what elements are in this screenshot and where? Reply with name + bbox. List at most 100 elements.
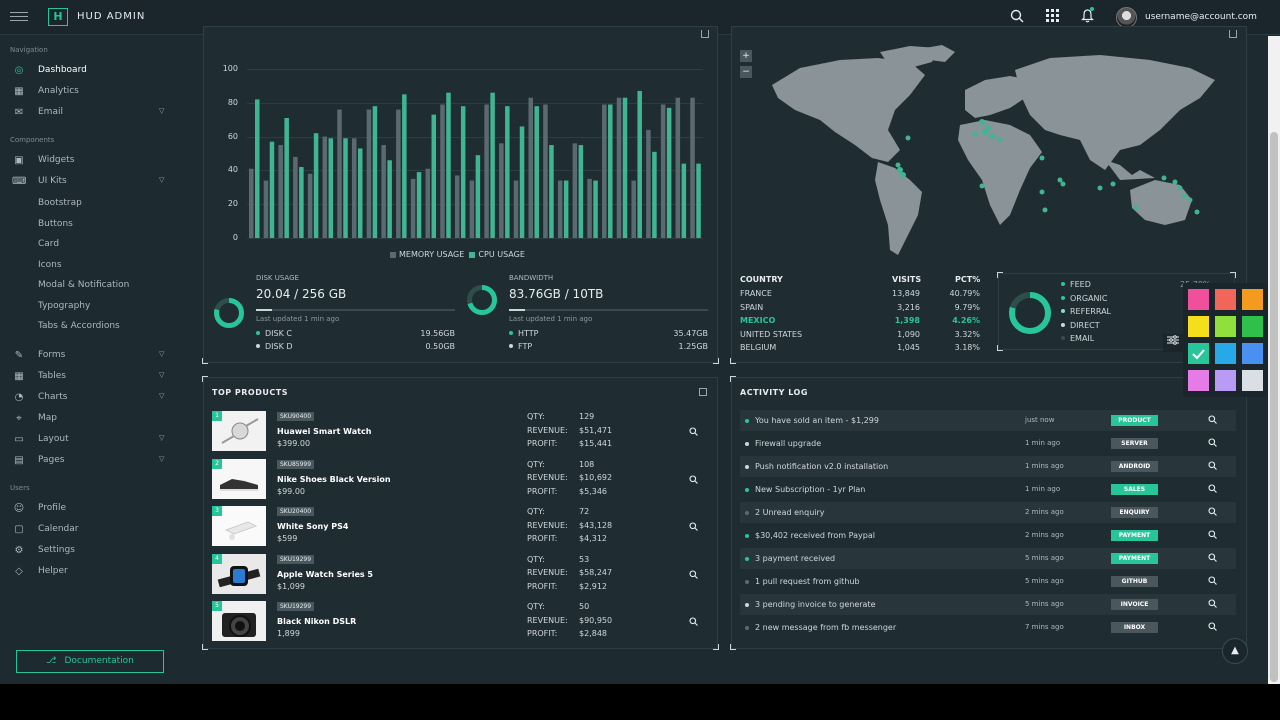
product-row[interactable]: 3 SKU20400 White Sony PS4 $599 QTY: 72 REVENUE… <box>212 506 712 546</box>
search-icon[interactable] <box>689 617 699 627</box>
activity-row[interactable]: Firewall upgrade 1 min ago SERVER <box>740 433 1236 454</box>
chevron-down-icon[interactable]: ▽ <box>159 455 165 463</box>
bell-icon[interactable] <box>1079 9 1095 25</box>
search-icon[interactable] <box>1208 438 1217 450</box>
user-email[interactable]: username@account.com <box>1145 12 1257 22</box>
product-name[interactable]: Nike Shoes Black Version <box>277 474 391 484</box>
menu-toggle-icon[interactable] <box>10 12 28 22</box>
avatar[interactable] <box>1116 7 1137 28</box>
activity-row[interactable]: 2 Unread enquiry 2 mins ago ENQUIRY <box>740 502 1236 523</box>
activity-row[interactable]: 3 pending invoice to generate 5 mins ago I… <box>740 594 1236 615</box>
product-thumbnail[interactable]: 4 <box>212 553 266 594</box>
activity-row[interactable]: 2 new message from fb messenger 7 mins ag… <box>740 617 1236 638</box>
sidebar-item-helper[interactable]: ◇ Helper <box>10 564 170 580</box>
theme-color-swatch[interactable] <box>1242 289 1263 310</box>
map-zoom-out-button[interactable]: − <box>740 66 752 78</box>
activity-row[interactable]: You have sold an item - $1,299 just now PR… <box>740 410 1236 431</box>
search-icon[interactable] <box>689 427 699 437</box>
sidebar-subitem-card[interactable]: Card <box>38 239 60 249</box>
sidebar-subitem-bootstrap[interactable]: Bootstrap <box>38 198 82 208</box>
sidebar-item-layout[interactable]: ▭ Layout ▽ <box>10 432 170 448</box>
sidebar-item-map[interactable]: ⌖ Map <box>10 411 170 427</box>
chevron-down-icon[interactable]: ▽ <box>159 350 165 358</box>
sidebar-item-label: Charts <box>38 392 68 402</box>
search-icon[interactable] <box>1208 507 1217 519</box>
y-tick-label: 80 <box>227 97 238 107</box>
sidebar-subitem-tabs-accordions[interactable]: Tabs & Accordions <box>38 321 120 331</box>
documentation-button[interactable]: ⎇ Documentation <box>16 650 164 673</box>
chevron-down-icon[interactable]: ▽ <box>159 176 165 184</box>
sidebar-item-widgets[interactable]: ▣ Widgets <box>10 153 170 169</box>
activity-row[interactable]: 1 pull request from github 5 mins ago GITH… <box>740 571 1236 592</box>
theme-color-swatch[interactable] <box>1215 370 1236 391</box>
theme-color-swatch[interactable] <box>1188 316 1209 337</box>
product-row[interactable]: 1 SKU90400 Huawei Smart Watch $399.00 QTY: 12… <box>212 411 712 451</box>
search-icon[interactable] <box>1009 9 1025 25</box>
theme-color-swatch[interactable] <box>1242 343 1263 364</box>
search-icon[interactable] <box>1208 461 1217 473</box>
theme-color-swatch[interactable] <box>1215 289 1236 310</box>
sidebar-item-ui-kits[interactable]: ⌨ UI Kits ▽ <box>10 174 170 190</box>
activity-row[interactable]: 3 payment received 5 mins ago PAYMENT <box>740 548 1236 569</box>
product-thumbnail[interactable]: 5 <box>212 601 266 641</box>
search-icon[interactable] <box>689 569 699 580</box>
product-thumbnail[interactable]: 2 <box>212 458 266 499</box>
sidebar-subitem-modal-notification[interactable]: Modal & Notification <box>38 280 130 290</box>
sidebar-item-settings[interactable]: ⚙ Settings <box>10 543 170 559</box>
search-icon[interactable] <box>689 474 699 485</box>
chevron-down-icon[interactable]: ▽ <box>159 107 165 115</box>
sidebar-item-pages[interactable]: ▤ Pages ▽ <box>10 453 170 469</box>
product-name[interactable]: Black Nikon DSLR <box>277 617 357 626</box>
chevron-down-icon[interactable]: ▽ <box>159 371 165 379</box>
sidebar-item-profile[interactable]: ☺ Profile <box>10 501 170 517</box>
expand-icon[interactable] <box>699 388 707 396</box>
product-thumbnail[interactable]: 1 <box>212 411 266 451</box>
search-icon[interactable] <box>1208 599 1217 611</box>
product-thumbnail[interactable]: 3 <box>212 506 266 546</box>
sidebar-subitem-buttons[interactable]: Buttons <box>38 218 73 229</box>
page-scrollbar[interactable] <box>1268 36 1280 684</box>
theme-color-swatch[interactable] <box>1242 370 1263 391</box>
map-zoom-in-button[interactable]: + <box>740 50 752 62</box>
activity-row[interactable]: $30,402 received from Paypal 2 mins ago PA… <box>740 525 1236 546</box>
sidebar-item-email[interactable]: ✉ Email ▽ <box>10 105 170 121</box>
sidebar-subitem-icons[interactable]: Icons <box>38 259 62 270</box>
activity-row[interactable]: Push notification v2.0 installation 1 min… <box>740 456 1236 477</box>
search-icon[interactable] <box>689 522 699 532</box>
product-name[interactable]: Apple Watch Series 5 <box>277 569 373 579</box>
sidebar-item-forms[interactable]: ✎ Forms ▽ <box>10 348 170 364</box>
chevron-down-icon[interactable]: ▽ <box>159 392 165 400</box>
sidebar-item-charts[interactable]: ◔ Charts ▽ <box>10 390 170 406</box>
sidebar-item-calendar[interactable]: ▢ Calendar <box>10 522 170 538</box>
sidebar-subitem-typography[interactable]: Typography <box>38 300 91 311</box>
product-name[interactable]: White Sony PS4 <box>277 522 349 531</box>
product-row[interactable]: 2 SKU85999 Nike Shoes Black Version $99.00 Q… <box>212 458 712 499</box>
product-row[interactable]: 4 SKU19299 Apple Watch Series 5 $1,099 QTY: 5… <box>212 553 712 594</box>
sidebar-item-tables[interactable]: ▦ Tables ▽ <box>10 369 170 385</box>
search-icon[interactable] <box>1208 622 1217 634</box>
theme-settings-icon[interactable] <box>1163 334 1183 352</box>
chevron-down-icon[interactable]: ▽ <box>159 434 165 442</box>
sidebar-item-dashboard[interactable]: ◎ Dashboard <box>10 63 170 79</box>
product-name[interactable]: Huawei Smart Watch <box>277 427 372 436</box>
scrollbar-thumb[interactable] <box>1270 132 1278 682</box>
apps-grid-icon[interactable] <box>1044 9 1060 25</box>
activity-row[interactable]: New Subscription - 1yr Plan 1 min ago SALE… <box>740 479 1236 500</box>
theme-color-swatch[interactable] <box>1242 316 1263 337</box>
search-icon[interactable] <box>1208 576 1217 588</box>
search-icon[interactable] <box>1208 553 1217 565</box>
theme-color-swatch[interactable] <box>1188 370 1209 391</box>
theme-color-swatch[interactable] <box>1215 316 1236 337</box>
theme-color-swatch[interactable] <box>1188 289 1209 310</box>
product-row[interactable]: 5 SKU19299 Black Nikon DSLR 1,899 QTY: 50 REVE… <box>212 601 712 641</box>
scroll-to-top-button[interactable]: ▲ <box>1222 638 1248 664</box>
search-icon[interactable] <box>1208 415 1217 427</box>
expand-icon[interactable] <box>701 30 709 38</box>
search-icon[interactable] <box>1208 484 1217 496</box>
search-icon[interactable] <box>1208 530 1217 542</box>
expand-icon[interactable] <box>1229 30 1237 38</box>
theme-color-swatch[interactable] <box>1215 343 1236 364</box>
theme-color-swatch[interactable] <box>1188 343 1209 364</box>
sidebar-item-analytics[interactable]: ▦ Analytics <box>10 84 170 100</box>
world-map[interactable] <box>760 40 1230 265</box>
